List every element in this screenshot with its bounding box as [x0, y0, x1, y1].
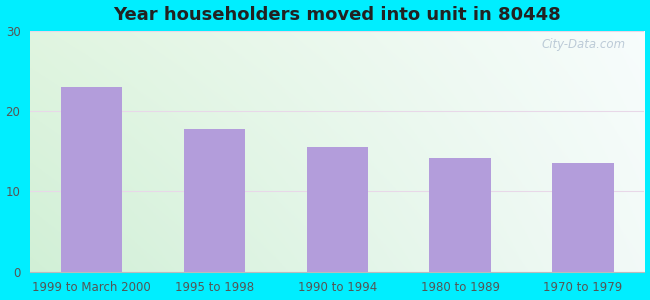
Bar	[61, 87, 122, 272]
Text: City-Data.com: City-Data.com	[542, 38, 626, 51]
Bar	[184, 129, 245, 272]
Bar	[552, 163, 614, 272]
Bar	[307, 147, 368, 272]
Title: Year householders moved into unit in 80448: Year householders moved into unit in 804…	[113, 6, 561, 24]
Bar	[430, 158, 491, 272]
